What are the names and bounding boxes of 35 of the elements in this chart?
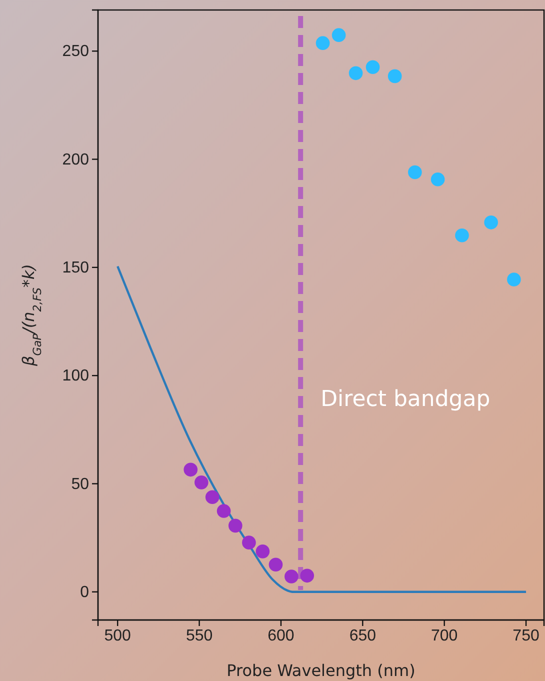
x-tick-label: 550: [186, 627, 213, 644]
point: [184, 462, 198, 477]
point: [256, 544, 270, 558]
point: [284, 570, 298, 584]
point: [268, 558, 283, 572]
y-tick-label: 150: [62, 260, 90, 277]
point: [216, 504, 231, 518]
point: [366, 60, 380, 74]
x-tick-label: 500: [104, 627, 132, 644]
point: [455, 228, 469, 242]
point: [348, 66, 363, 80]
line-series: [116, 265, 528, 593]
x-axis-title: Probe Wavelength (nm): [226, 661, 416, 680]
y-tick-label: 100: [62, 368, 90, 385]
point: [388, 69, 402, 84]
x-tick-label: 700: [430, 627, 458, 644]
point: [205, 490, 220, 504]
point: [194, 476, 208, 490]
point: [408, 165, 422, 180]
point: [228, 518, 242, 533]
y-tick-label: 200: [62, 151, 90, 168]
point: [484, 216, 498, 230]
point: [316, 36, 330, 50]
y-tick-label: 50: [71, 476, 90, 493]
ref-line-label: Direct bandgap: [320, 386, 490, 412]
x-tick-label: 750: [512, 627, 540, 644]
point: [332, 28, 346, 42]
point: [300, 568, 314, 583]
y-tick-label: 0: [80, 584, 90, 601]
x-tick-label: 600: [268, 627, 294, 644]
point: [242, 536, 256, 550]
point: [507, 272, 521, 286]
point: [430, 172, 445, 186]
y-tick-label: 250: [62, 43, 90, 60]
x-tick-label: 650: [349, 627, 376, 644]
